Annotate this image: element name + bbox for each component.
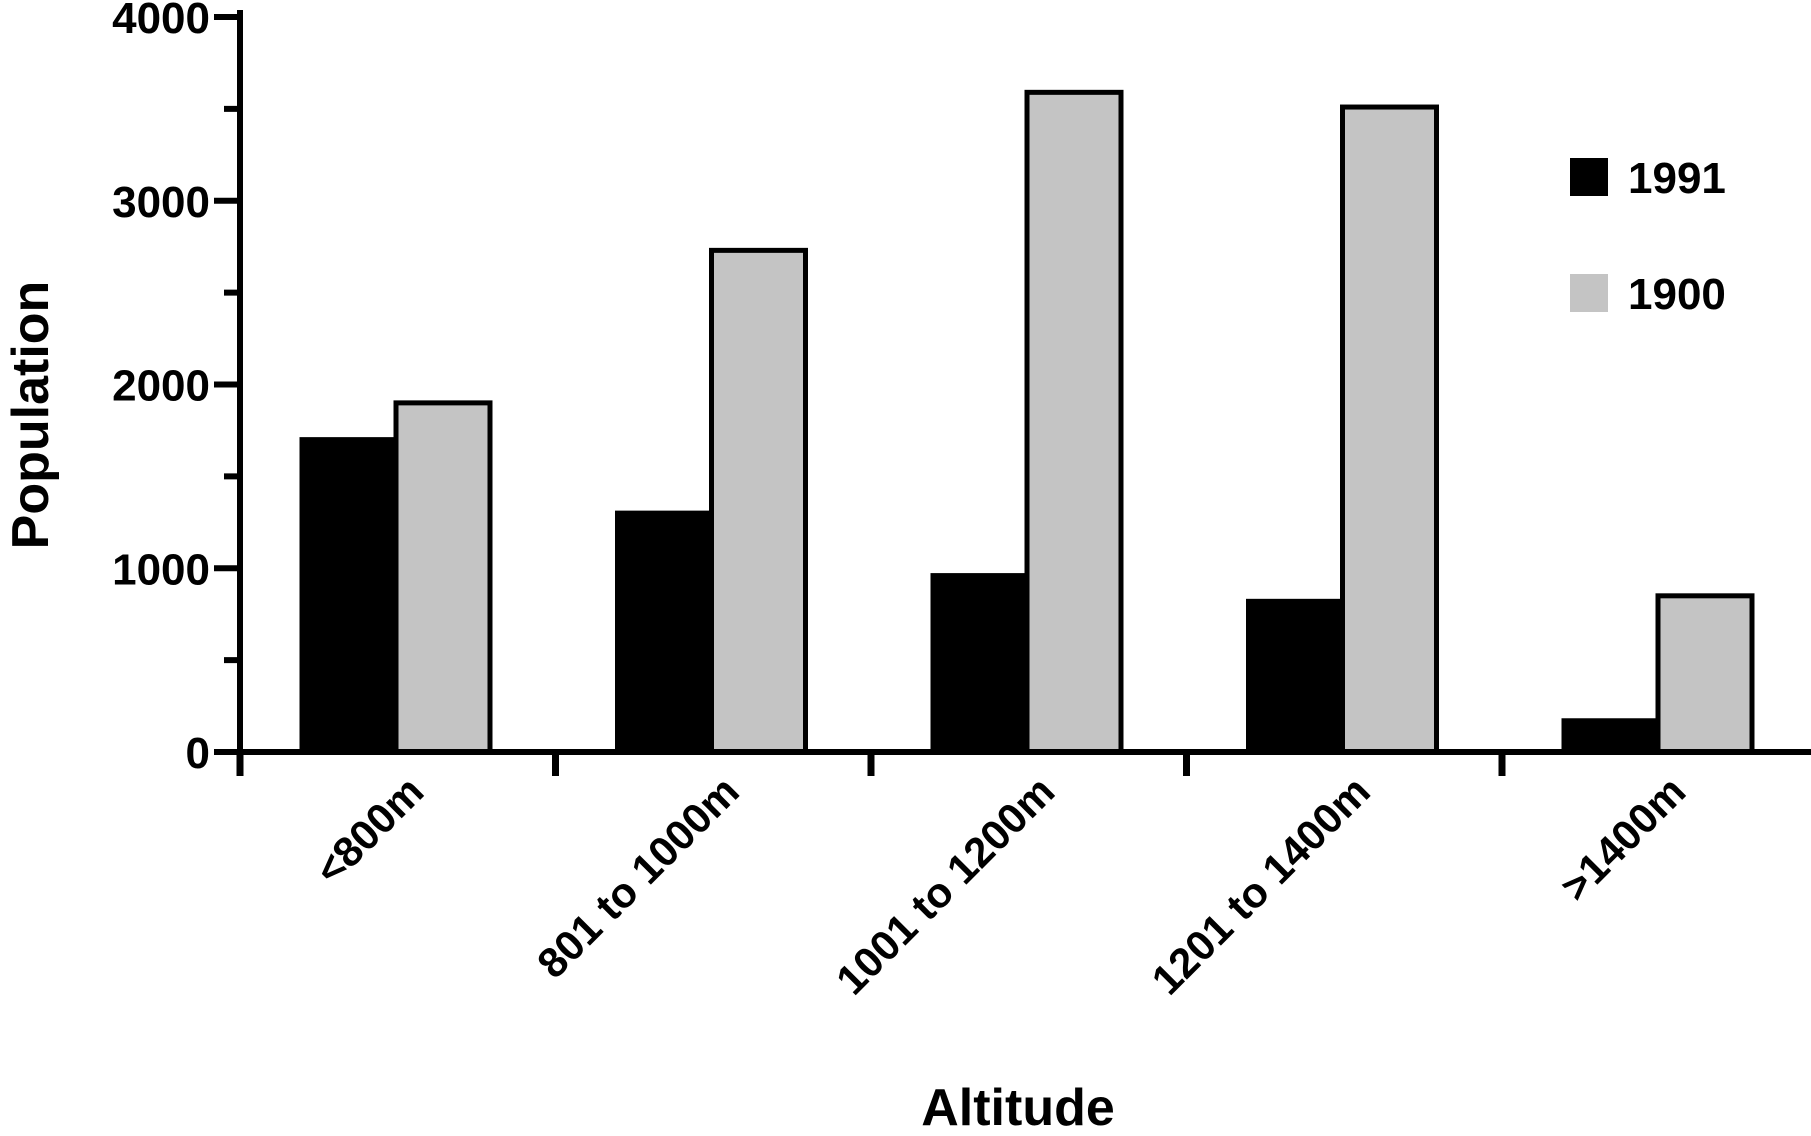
bars-layer	[299, 89, 1755, 755]
labels-layer: 0 1000 2000 3000 4000 <800m 801 to 1000m 1001 t…	[2, 0, 1694, 1136]
bar-1900-0	[393, 400, 493, 755]
legend: 1991 1900	[1570, 154, 1726, 319]
legend-swatch-1991	[1570, 158, 1608, 196]
y-tick-label: 1000	[112, 545, 210, 594]
x-tick-label: 1201 to 1400m	[1143, 767, 1379, 1003]
bar-1991-1	[615, 510, 714, 755]
bar-1900-4	[1655, 593, 1755, 755]
bar-1991-2	[930, 573, 1030, 755]
x-tick-label: 801 to 1000m	[528, 767, 748, 987]
bar-1991-4	[1561, 718, 1661, 755]
bar-1991-3	[1246, 598, 1345, 755]
y-axis-title: Population	[2, 281, 60, 550]
legend-label-1900: 1900	[1628, 270, 1726, 319]
legend-swatch-1900	[1570, 274, 1608, 312]
x-tick-label: >1400m	[1551, 767, 1694, 910]
y-tick-label: 0	[186, 729, 210, 778]
bar-1900-3	[1340, 104, 1439, 755]
x-axis-title: Altitude	[921, 1079, 1115, 1131]
x-tick-label: <800m	[306, 767, 433, 894]
legend-label-1991: 1991	[1628, 154, 1726, 203]
axes-layer	[214, 10, 1811, 776]
bar-1991-0	[299, 437, 399, 755]
bar-1900-2	[1024, 89, 1124, 755]
bar-1900-1	[709, 247, 808, 755]
y-tick-label: 2000	[112, 362, 210, 411]
y-tick-label: 3000	[112, 178, 210, 227]
x-tick-label: 1001 to 1200m	[827, 767, 1063, 1003]
y-tick-label: 4000	[112, 0, 210, 43]
